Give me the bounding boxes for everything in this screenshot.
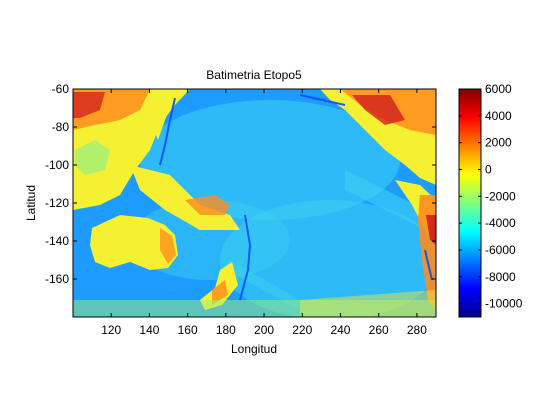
colorbar-tick-label: -2000	[485, 189, 516, 203]
y-axis: -60 -80 -100 -120 -140 -160	[45, 82, 436, 286]
y-tick-label: -120	[45, 196, 69, 210]
japan	[150, 95, 175, 140]
peru-chile-trench	[424, 249, 433, 281]
x-tick-label: 120	[101, 323, 121, 337]
colorbar-axis: 6000 4000 2000 0 -2000 -4000 -6000 -8000 -10000	[459, 82, 523, 311]
colorbar-tick-label: -8000	[485, 270, 516, 284]
southern-strip	[73, 300, 436, 317]
australia	[90, 215, 178, 270]
y-tick-label: -140	[45, 234, 69, 248]
antarctic-coast	[300, 290, 436, 317]
philippines	[120, 140, 135, 175]
x-tick-label: 200	[254, 323, 274, 337]
colorbar-tick-label: 4000	[485, 109, 512, 123]
colorbar-tick-label: 0	[485, 162, 492, 176]
bathymetry-map	[73, 89, 436, 317]
x-axis: 120 140 160 180 200 220 240 260 280	[101, 89, 427, 337]
y-tick-label: -60	[52, 82, 70, 96]
rocky-mountains	[352, 95, 405, 125]
aleutian-trench	[299, 94, 346, 106]
colorbar	[458, 88, 482, 318]
y-tick-label: -100	[45, 158, 69, 172]
colorbar-tick-label: -4000	[485, 216, 516, 230]
chart-title: Batimetria Etopo5	[206, 68, 302, 82]
x-tick-label: 260	[369, 323, 389, 337]
y-tick-label: -80	[52, 120, 70, 134]
east-pacific-rise	[345, 170, 436, 235]
japan-trench	[159, 97, 176, 166]
andes	[426, 215, 436, 245]
sunda-shelf	[75, 140, 110, 175]
asia-mountain	[73, 92, 105, 118]
colorbar-tick-label: 6000	[485, 82, 512, 96]
x-tick-label: 280	[407, 323, 427, 337]
australia-east-highland	[160, 228, 176, 264]
x-tick-label: 220	[292, 323, 312, 337]
x-tick-label: 140	[139, 323, 159, 337]
tonga-kermadec-trench	[239, 214, 252, 301]
x-tick-label: 160	[178, 323, 198, 337]
new-guinea	[185, 195, 230, 215]
x-tick-label: 240	[330, 323, 350, 337]
y-tick-label: -160	[45, 272, 69, 286]
y-axis-label: Latitud	[24, 185, 38, 221]
x-tick-label: 180	[216, 323, 236, 337]
ocean-ridge-area	[140, 100, 400, 220]
new-zealand-alps	[212, 280, 228, 305]
colorbar-tick-label: 2000	[485, 136, 512, 150]
x-axis-label: Longitud	[231, 342, 277, 356]
colorbar-tick-label: -10000	[485, 297, 523, 311]
colorbar-tick-label: -6000	[485, 243, 516, 257]
